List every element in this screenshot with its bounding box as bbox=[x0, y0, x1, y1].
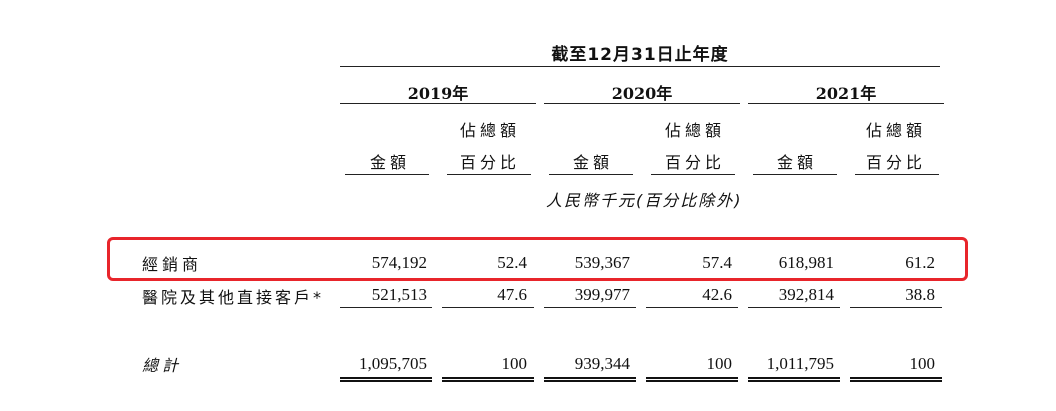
row1-cell-4: 57.4 bbox=[702, 253, 732, 272]
col-amount-2021: 金額 bbox=[777, 153, 818, 172]
col-underline-4 bbox=[651, 174, 735, 175]
total-cell-4: 100 bbox=[706, 354, 733, 373]
col-underline-2 bbox=[447, 174, 531, 175]
row-label-hospitals: 醫院及其他直接客戶* bbox=[142, 288, 325, 307]
total-double-underline-4 bbox=[646, 377, 738, 382]
total-cell-3: 939,344 bbox=[574, 354, 630, 373]
period-underline bbox=[340, 66, 940, 67]
col-pct-2019-line1: 佔總額 bbox=[460, 121, 521, 140]
total-cell-2: 100 bbox=[501, 354, 528, 373]
row2-cell-5: 392,814 bbox=[778, 285, 834, 304]
row2-cell-2: 47.6 bbox=[497, 285, 527, 304]
col-underline-1 bbox=[345, 174, 429, 175]
row2-cell-3: 399,977 bbox=[574, 285, 630, 304]
row2-underline-1 bbox=[340, 307, 432, 308]
row-label-total: 總計 bbox=[142, 356, 183, 375]
total-double-underline-1 bbox=[340, 377, 432, 382]
row2-cell-6: 38.8 bbox=[905, 285, 935, 304]
col-pct-2021-line1: 佔總額 bbox=[866, 121, 927, 140]
year-2020-underline bbox=[544, 103, 740, 104]
row1-cell-2: 52.4 bbox=[497, 253, 527, 272]
year-2019-underline bbox=[340, 103, 536, 104]
total-double-underline-2 bbox=[442, 377, 534, 382]
row2-underline-5 bbox=[748, 307, 840, 308]
row1-cell-3: 539,367 bbox=[574, 253, 630, 272]
col-pct-2021-line2: 百分比 bbox=[866, 153, 927, 172]
col-underline-5 bbox=[753, 174, 837, 175]
period-header: 截至12月31日止年度 bbox=[551, 45, 729, 65]
row2-underline-2 bbox=[442, 307, 534, 308]
col-amount-2020: 金額 bbox=[573, 153, 614, 172]
row-label-distributors: 經銷商 bbox=[142, 255, 203, 274]
col-pct-2020-line2: 百分比 bbox=[665, 153, 726, 172]
year-2021-underline bbox=[748, 103, 944, 104]
highlight-box bbox=[107, 237, 968, 281]
total-cell-1: 1,095,705 bbox=[359, 354, 427, 373]
row2-cell-1: 521,513 bbox=[371, 285, 427, 304]
year-2020: 2020年 bbox=[611, 84, 673, 103]
row1-cell-5: 618,981 bbox=[778, 253, 834, 272]
total-double-underline-5 bbox=[748, 377, 840, 382]
row2-underline-3 bbox=[544, 307, 636, 308]
row1-cell-1: 574,192 bbox=[371, 253, 427, 272]
row1-cell-6: 61.2 bbox=[905, 253, 935, 272]
year-2021: 2021年 bbox=[815, 84, 877, 103]
total-cell-6: 100 bbox=[909, 354, 936, 373]
row2-underline-4 bbox=[646, 307, 738, 308]
row2-cell-4: 42.6 bbox=[702, 285, 732, 304]
total-cell-5: 1,011,795 bbox=[766, 354, 834, 373]
col-underline-3 bbox=[549, 174, 633, 175]
year-2019: 2019年 bbox=[407, 84, 469, 103]
row2-underline-6 bbox=[850, 307, 942, 308]
total-double-underline-6 bbox=[850, 377, 942, 382]
col-pct-2020-line1: 佔總額 bbox=[665, 121, 726, 140]
col-underline-6 bbox=[855, 174, 939, 175]
col-amount-2019: 金額 bbox=[370, 153, 411, 172]
col-pct-2019-line2: 百分比 bbox=[460, 153, 521, 172]
total-double-underline-3 bbox=[544, 377, 636, 382]
unit-note: 人民幣千元(百分比除外) bbox=[546, 191, 743, 210]
